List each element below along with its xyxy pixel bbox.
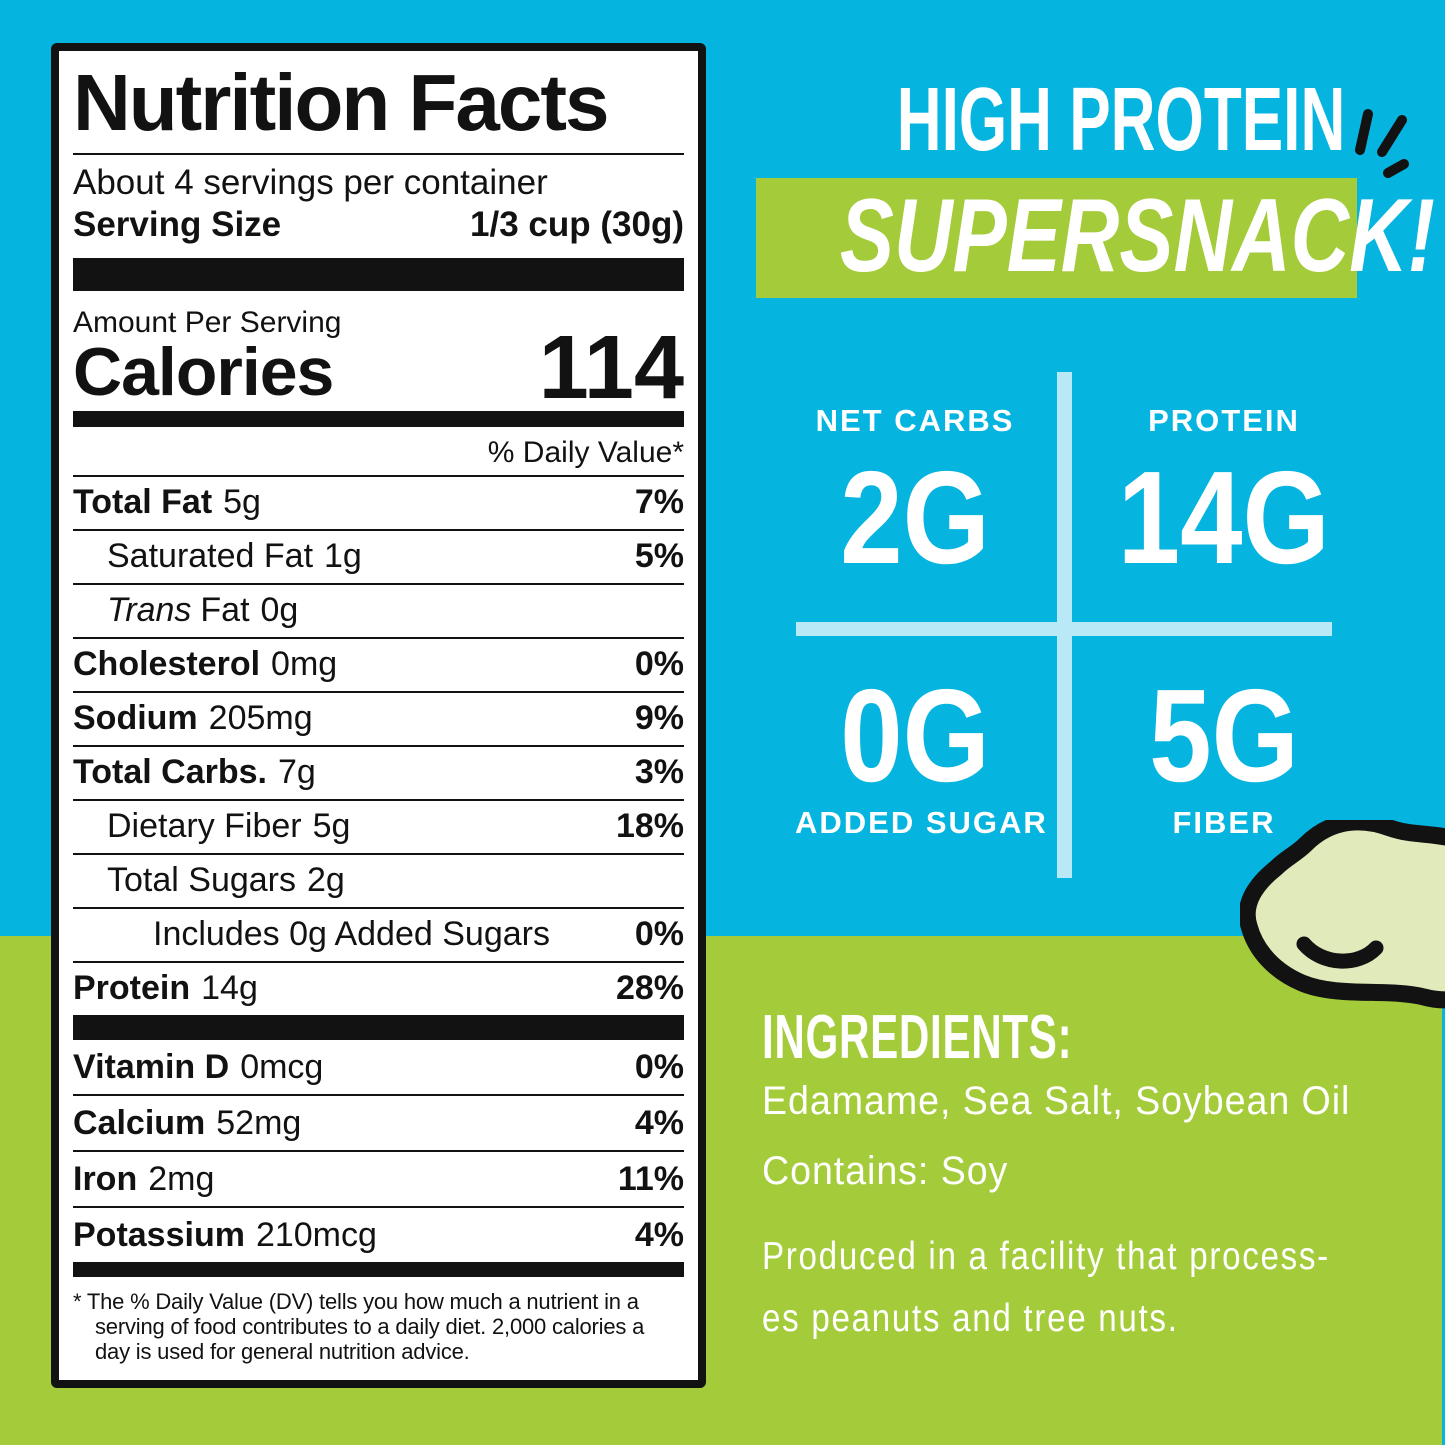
daily-value-footnote: * The % Daily Value (DV) tells you how m…	[73, 1289, 645, 1364]
thick-divider	[73, 258, 684, 291]
thick-divider	[73, 1262, 684, 1277]
stat-label-protein: PROTEIN	[1148, 403, 1300, 438]
stat-value-net-carbs: 2G	[840, 444, 990, 591]
banner-text: SUPERSNACK!	[839, 177, 1435, 294]
nutrient-row: Saturated Fat 1g 5%	[73, 529, 684, 583]
sparkle-icon	[1355, 109, 1409, 178]
stat-value-protein: 14G	[1117, 444, 1331, 591]
vitamin-row: Calcium 52mg 4%	[73, 1094, 684, 1150]
serving-size-label: Serving Size	[73, 205, 282, 244]
calories-value: 114	[538, 318, 684, 418]
amount-per-serving: Amount Per Serving	[73, 306, 342, 339]
nutrient-row: Sodium 205mg 9%	[73, 691, 684, 745]
stat-value-added-sugar: 0G	[840, 662, 990, 809]
vitamin-row: Potassium 210mcg 4%	[73, 1206, 684, 1262]
thick-divider	[73, 411, 684, 427]
nutrient-row: Includes 0g Added Sugars 0%	[73, 907, 684, 961]
nutrient-row: Total Sugars 2g	[73, 853, 684, 907]
stat-label-added-sugar: ADDED SUGAR	[795, 805, 1048, 840]
stat-value-fiber: 5G	[1149, 662, 1299, 809]
ingredients-heading: INGREDIENTS:	[762, 1003, 1073, 1072]
nutrient-row: Trans Fat 0g	[73, 583, 684, 637]
divider	[73, 153, 684, 155]
calories-label: Calories	[73, 334, 334, 410]
nutrition-facts-label: Nutrition Facts About 4 servings per con…	[51, 43, 706, 1388]
stat-label-net-carbs: NET CARBS	[815, 403, 1015, 438]
contains-statement: Contains: Soy	[762, 1149, 1009, 1193]
headline: HIGH PROTEIN	[896, 70, 1346, 170]
supersnack-banner: SUPERSNACK!	[756, 177, 1435, 298]
vitamin-row: Vitamin D 0mcg 0%	[73, 1048, 684, 1086]
nutrition-facts-title: Nutrition Facts	[73, 58, 609, 147]
nutrient-row: Total Carbs. 7g 3%	[73, 745, 684, 799]
nutrient-row: Dietary Fiber 5g 18%	[73, 799, 684, 853]
nutrient-row: Total Fat 5g 7%	[73, 475, 684, 529]
facility-statement: Produced in a facility that process- es …	[762, 1235, 1330, 1340]
servings-per-container: About 4 servings per container	[73, 163, 548, 202]
thick-divider	[73, 1015, 684, 1040]
ingredients-list: Edamame, Sea Salt, Soybean Oil	[762, 1079, 1351, 1123]
stats-horizontal-divider	[796, 622, 1332, 636]
nutrient-row: Cholesterol 0mg 0%	[73, 637, 684, 691]
serving-size-row: Serving Size 1/3 cup (30g)	[73, 204, 684, 246]
blue-edge-sliver	[1442, 936, 1445, 1445]
stat-label-fiber: FIBER	[1172, 805, 1276, 840]
nutrient-row: Protein 14g 28%	[73, 961, 684, 1015]
daily-value-header: % Daily Value*	[487, 436, 684, 469]
calories-row: Calories 114	[73, 323, 684, 413]
bean-icon	[1240, 820, 1445, 1009]
vitamin-row: Iron 2mg 11%	[73, 1150, 684, 1206]
serving-size-value: 1/3 cup (30g)	[470, 205, 684, 244]
